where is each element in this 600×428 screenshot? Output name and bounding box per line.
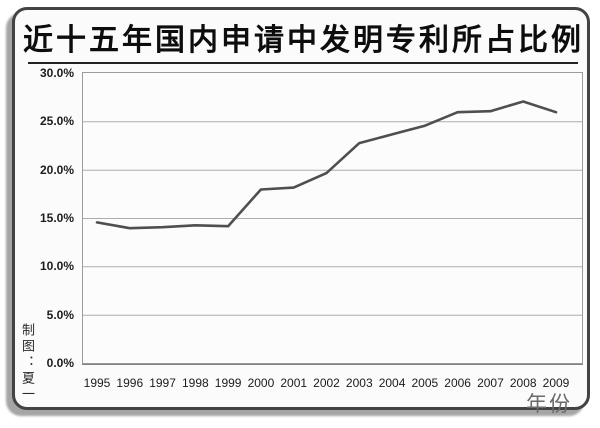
x-tick-label: 2004 (378, 376, 406, 390)
line-chart (82, 72, 583, 365)
x-axis-title: 年份 (526, 393, 572, 416)
y-tick-label: 10.0% (39, 259, 74, 274)
y-tick-label: 5.0% (46, 307, 74, 322)
x-tick-label: 2009 (542, 376, 570, 390)
credit-vertical-text: 制图：夏一 (20, 323, 35, 403)
x-tick-label: 1998 (181, 376, 209, 390)
x-tick-label: 2000 (247, 376, 275, 390)
x-tick-label: 1999 (214, 376, 242, 390)
x-tick-label: 2001 (280, 376, 308, 390)
y-tick-label: 0.0% (46, 356, 74, 370)
x-tick-label: 2007 (477, 376, 504, 390)
x-axis-labels: 1995 1996 1997 1998 1999 2000 2001 2002 2003 2004… (82, 376, 583, 391)
x-tick-label: 1995 (83, 376, 111, 390)
y-axis-labels: 0.0% 5.0% 10.0% 15.0% 20.0% 25.0% 30.0% (15, 66, 77, 370)
x-tick-label: 2005 (411, 376, 439, 390)
plot-area (82, 72, 583, 365)
x-tick-label: 2008 (509, 376, 537, 390)
chart-card: 近十五年国内申请中发明专利所占比例 0.0% 5.0% 10.0% 15.0% 20.0… (12, 7, 590, 416)
chart-title: 近十五年国内申请中发明专利所占比例 (23, 24, 584, 57)
x-tick-label: 2002 (313, 376, 340, 390)
x-tick-label: 2003 (345, 376, 373, 390)
x-tick-label: 1996 (116, 376, 144, 390)
y-tick-label: 25.0% (39, 114, 74, 129)
y-tick-label: 15.0% (39, 211, 74, 225)
y-tick-label: 30.0% (39, 66, 74, 80)
x-tick-label: 1997 (149, 376, 176, 390)
y-tick-label: 20.0% (39, 162, 74, 177)
x-tick-label: 2006 (444, 376, 471, 390)
title-underline (28, 62, 578, 64)
